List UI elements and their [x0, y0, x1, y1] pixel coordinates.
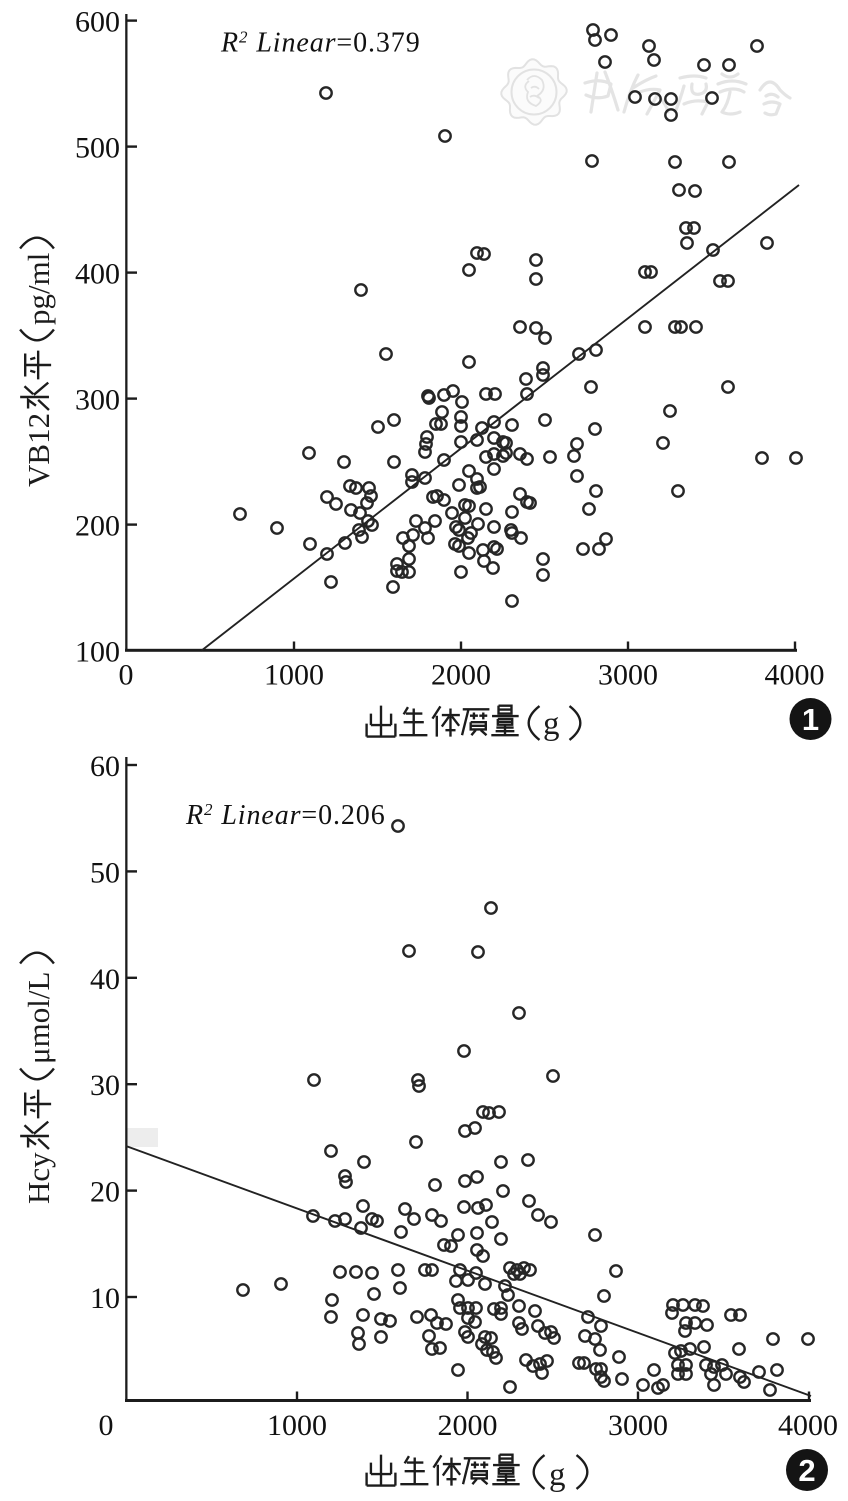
- svg-text:Hcy: Hcy: [21, 1152, 56, 1204]
- svg-text:50: 50: [90, 856, 120, 889]
- svg-text:3000: 3000: [608, 1409, 668, 1442]
- svg-text:VB12: VB12: [21, 413, 56, 487]
- svg-text:1000: 1000: [267, 1409, 327, 1442]
- svg-text:10: 10: [90, 1282, 120, 1315]
- svg-text:400: 400: [75, 258, 120, 291]
- svg-text:R2 Linear=0.379: R2 Linear=0.379: [220, 28, 421, 59]
- svg-text:500: 500: [75, 132, 120, 165]
- svg-text:2000: 2000: [438, 1409, 498, 1442]
- svg-text:3000: 3000: [598, 659, 658, 692]
- svg-text:pg/ml: pg/ml: [21, 253, 56, 325]
- svg-text:4000: 4000: [778, 1409, 838, 1442]
- svg-text:0: 0: [119, 659, 134, 692]
- svg-text:g: g: [549, 1457, 566, 1493]
- svg-text:1: 1: [802, 702, 819, 737]
- svg-text:100: 100: [75, 636, 120, 669]
- svg-text:30: 30: [90, 1069, 120, 1102]
- svg-text:0: 0: [99, 1409, 114, 1442]
- svg-text:R2 Linear=0.206: R2 Linear=0.206: [185, 800, 386, 831]
- svg-text:200: 200: [75, 510, 120, 543]
- svg-text:300: 300: [75, 384, 120, 417]
- svg-text:60: 60: [90, 750, 120, 783]
- svg-text:g: g: [543, 706, 560, 742]
- svg-text:1000: 1000: [264, 659, 324, 692]
- svg-text:μmol/L: μmol/L: [21, 972, 56, 1064]
- svg-text:2000: 2000: [431, 659, 491, 692]
- svg-text:4000: 4000: [765, 659, 825, 692]
- svg-text:600: 600: [75, 6, 120, 39]
- svg-text:40: 40: [90, 963, 120, 996]
- svg-text:20: 20: [90, 1176, 120, 1209]
- svg-text:2: 2: [798, 1453, 815, 1488]
